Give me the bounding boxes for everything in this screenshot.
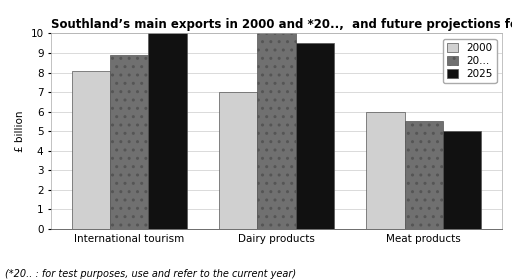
Bar (219, 92, 258, 229)
Text: (*20.. : for test purposes, use and refer to the current year): (*20.. : for test purposes, use and refe… (5, 269, 296, 279)
Bar (443, 131, 481, 229)
Legend: 2000, 20..., 2025: 2000, 20..., 2025 (443, 39, 497, 83)
Bar (367, 112, 404, 229)
Text: Southland’s main exports in 2000 and *20..,  and future projections for 2025: Southland’s main exports in 2000 and *20… (51, 18, 512, 31)
Bar (72, 71, 110, 229)
Bar (258, 33, 295, 229)
Y-axis label: £ billion: £ billion (15, 110, 25, 152)
Bar (148, 33, 186, 229)
Bar (110, 55, 148, 229)
Bar (404, 121, 443, 229)
Bar (295, 43, 334, 229)
